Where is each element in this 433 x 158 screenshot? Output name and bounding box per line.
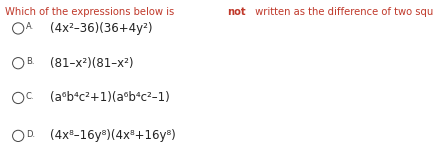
Text: (a⁶b⁴c²+1)(a⁶b⁴c²–1): (a⁶b⁴c²+1)(a⁶b⁴c²–1) [50,91,170,104]
Text: C.: C. [26,92,35,101]
Text: (81–x²)(81–x²): (81–x²)(81–x²) [50,57,133,70]
Text: (4x²–36)(36+4y²): (4x²–36)(36+4y²) [50,22,152,35]
Text: B.: B. [26,57,35,66]
Text: A.: A. [26,22,34,31]
Text: D.: D. [26,130,35,139]
Text: not: not [228,7,246,17]
Text: (4x⁸–16y⁸)(4x⁸+16y⁸): (4x⁸–16y⁸)(4x⁸+16y⁸) [50,129,175,142]
Text: Which of the expressions below is: Which of the expressions below is [5,7,178,17]
Text: written as the difference of two squares?: written as the difference of two squares… [252,7,433,17]
